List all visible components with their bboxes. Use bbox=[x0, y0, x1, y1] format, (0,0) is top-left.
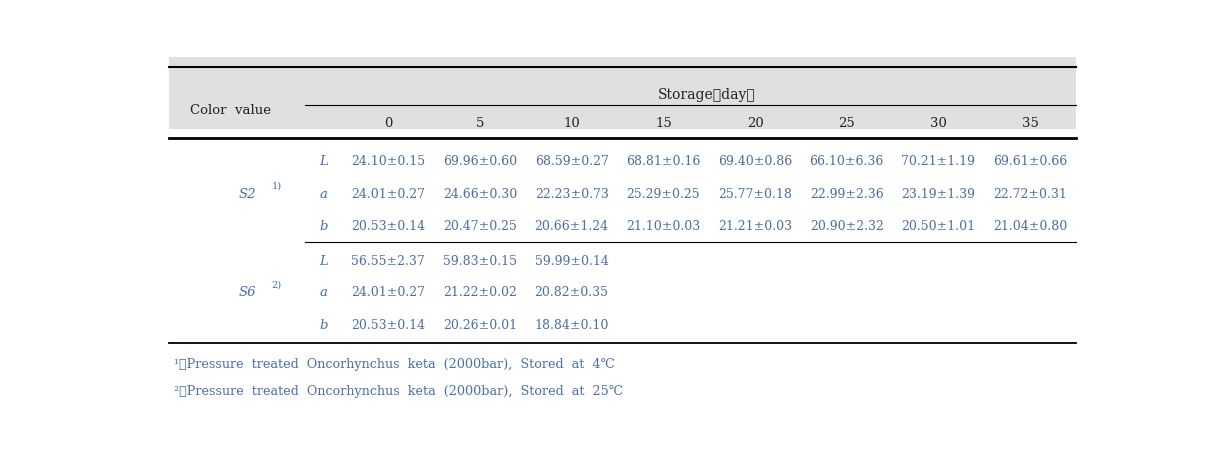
Text: 25.29±0.25: 25.29±0.25 bbox=[627, 188, 701, 201]
Text: 69.40±0.86: 69.40±0.86 bbox=[718, 155, 792, 168]
Text: 24.01±0.27: 24.01±0.27 bbox=[351, 188, 426, 201]
Text: 22.99±2.36: 22.99±2.36 bbox=[810, 188, 884, 201]
Text: 23.19±1.39: 23.19±1.39 bbox=[901, 188, 976, 201]
Text: a: a bbox=[320, 188, 328, 201]
Text: Storage（day）: Storage（day） bbox=[658, 88, 756, 102]
Text: ²）Pressure  treated  Oncorhynchus  keta  (2000bar),  Stored  at  25℃: ²）Pressure treated Oncorhynchus keta (20… bbox=[174, 385, 624, 398]
Text: b: b bbox=[320, 319, 328, 332]
Text: 30: 30 bbox=[930, 117, 947, 130]
Text: 20: 20 bbox=[747, 117, 763, 130]
Text: 59.99±0.14: 59.99±0.14 bbox=[534, 255, 609, 268]
Text: 20.66±1.24: 20.66±1.24 bbox=[534, 220, 609, 234]
Text: L: L bbox=[320, 255, 328, 268]
Text: 66.10±6.36: 66.10±6.36 bbox=[809, 155, 884, 168]
Text: 24.10±0.15: 24.10±0.15 bbox=[351, 155, 426, 168]
Text: ¹）Pressure  treated  Oncorhynchus  keta  (2000bar),  Stored  at  4℃: ¹）Pressure treated Oncorhynchus keta (20… bbox=[174, 357, 615, 371]
Text: 1): 1) bbox=[271, 182, 282, 191]
Text: 18.84±0.10: 18.84±0.10 bbox=[534, 319, 609, 332]
Text: 0: 0 bbox=[384, 117, 392, 130]
Text: 5: 5 bbox=[475, 117, 484, 130]
Text: Color  value: Color value bbox=[189, 105, 270, 117]
Text: 20.53±0.14: 20.53±0.14 bbox=[351, 220, 426, 234]
Text: 68.81±0.16: 68.81±0.16 bbox=[626, 155, 701, 168]
Text: 20.82±0.35: 20.82±0.35 bbox=[534, 286, 609, 300]
Text: 69.61±0.66: 69.61±0.66 bbox=[993, 155, 1067, 168]
Text: 21.21±0.03: 21.21±0.03 bbox=[718, 220, 792, 234]
Text: 20.53±0.14: 20.53±0.14 bbox=[351, 319, 426, 332]
Bar bbox=[169, 57, 1076, 129]
Text: 20.47±0.25: 20.47±0.25 bbox=[443, 220, 517, 234]
Text: 59.83±0.15: 59.83±0.15 bbox=[443, 255, 517, 268]
Text: 21.22±0.02: 21.22±0.02 bbox=[443, 286, 517, 300]
Text: 15: 15 bbox=[655, 117, 672, 130]
Text: 21.10±0.03: 21.10±0.03 bbox=[626, 220, 701, 234]
Text: 20.26±0.01: 20.26±0.01 bbox=[443, 319, 517, 332]
Text: 25.77±0.18: 25.77±0.18 bbox=[718, 188, 792, 201]
Text: 35: 35 bbox=[1021, 117, 1038, 130]
Text: 24.01±0.27: 24.01±0.27 bbox=[351, 286, 426, 300]
Text: 68.59±0.27: 68.59±0.27 bbox=[534, 155, 609, 168]
Text: 20.50±1.01: 20.50±1.01 bbox=[901, 220, 976, 234]
Text: S6: S6 bbox=[239, 286, 256, 300]
Text: L: L bbox=[320, 155, 328, 168]
Text: 2): 2) bbox=[271, 281, 282, 290]
Text: 69.96±0.60: 69.96±0.60 bbox=[443, 155, 517, 168]
Text: 56.55±2.37: 56.55±2.37 bbox=[351, 255, 425, 268]
Text: a: a bbox=[320, 286, 328, 300]
Text: S2: S2 bbox=[239, 188, 256, 201]
Text: 21.04±0.80: 21.04±0.80 bbox=[993, 220, 1067, 234]
Text: 10: 10 bbox=[563, 117, 580, 130]
Text: 20.90±2.32: 20.90±2.32 bbox=[810, 220, 884, 234]
Text: 22.72±0.31: 22.72±0.31 bbox=[994, 188, 1067, 201]
Text: 70.21±1.19: 70.21±1.19 bbox=[901, 155, 976, 168]
Text: 22.23±0.73: 22.23±0.73 bbox=[534, 188, 609, 201]
Text: 25: 25 bbox=[838, 117, 855, 130]
Text: b: b bbox=[320, 220, 328, 234]
Text: 24.66±0.30: 24.66±0.30 bbox=[443, 188, 517, 201]
